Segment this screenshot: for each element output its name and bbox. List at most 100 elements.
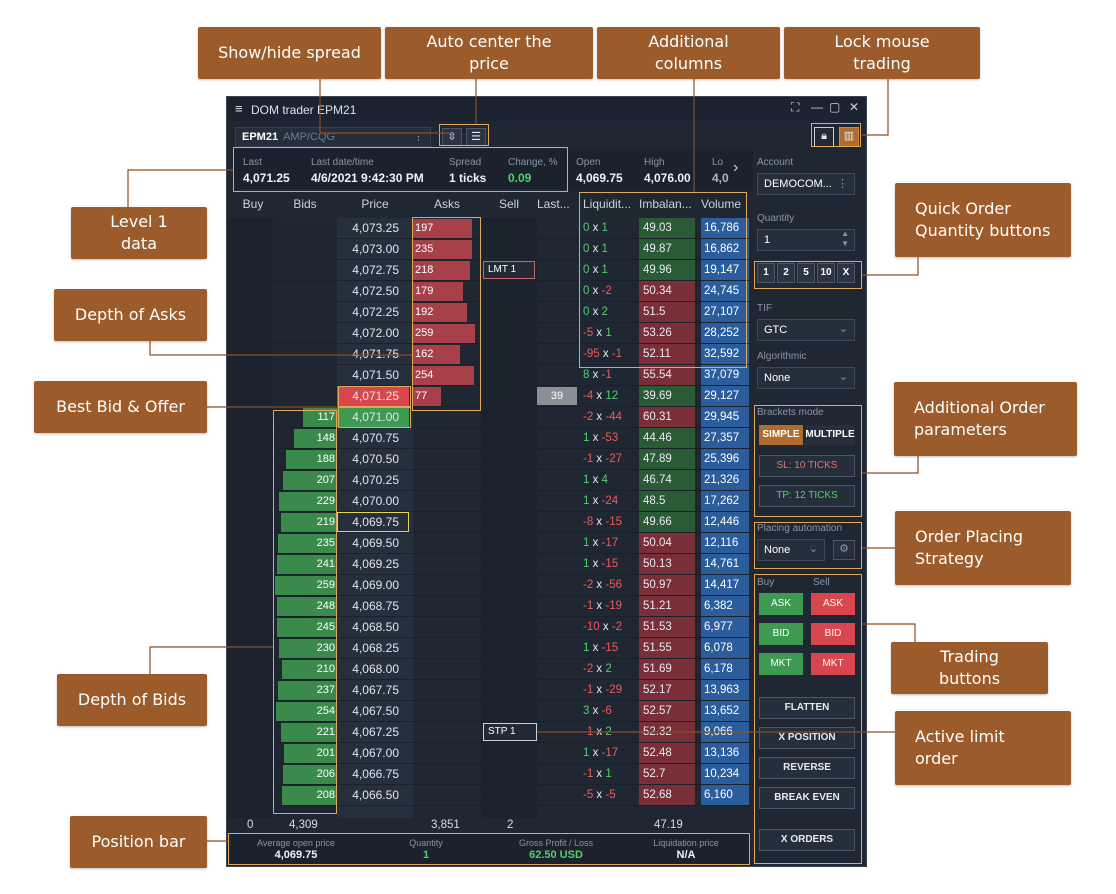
chevron-right-icon[interactable]: › (733, 159, 739, 176)
ask-size[interactable]: 179 (415, 285, 434, 297)
stop-loss-button[interactable]: SL: 10 TICKS (759, 455, 855, 477)
column-header[interactable]: Volume (701, 197, 742, 211)
bid-size[interactable]: 259 (316, 579, 335, 591)
ladder-row[interactable]: 235 4,069.50 1 x -17 50.04 12,116 (227, 533, 751, 554)
sell-market-button[interactable]: MKT (811, 653, 855, 675)
price-cell[interactable]: 4,069.00 (352, 578, 399, 592)
quick-qty-button[interactable]: 5 (797, 263, 815, 283)
stepper-icon[interactable]: ▲ ▼ (841, 229, 849, 248)
bid-size[interactable]: 188 (316, 453, 335, 465)
sell-ask-button[interactable]: ASK (811, 593, 855, 615)
ladder-row[interactable]: 245 4,068.50 -10 x -2 51.53 6,977 (227, 617, 751, 638)
bid-size[interactable]: 201 (316, 747, 335, 759)
bid-size[interactable]: 245 (316, 621, 335, 633)
bid-size[interactable]: 206 (316, 768, 335, 780)
price-cell[interactable]: 4,070.50 (352, 452, 399, 466)
price-cell[interactable]: 4,071.00 (337, 407, 409, 427)
ask-size[interactable]: 162 (415, 348, 434, 360)
ladder-row[interactable]: 4,071.75 162 -95 x -1 52.11 32,592 (227, 344, 751, 365)
bid-size[interactable]: 237 (316, 684, 335, 696)
gear-icon[interactable]: ⚙ (833, 540, 855, 560)
ladder-row[interactable]: 210 4,068.00 -2 x 2 51.69 6,178 (227, 659, 751, 680)
price-cell[interactable]: 4,070.25 (352, 473, 399, 487)
quantity-stepper[interactable]: 1 ▲ ▼ (757, 229, 855, 251)
ladder-row[interactable]: 201 4,067.00 1 x -17 52.48 13,136 (227, 743, 751, 764)
price-cell[interactable]: 4,067.75 (352, 683, 399, 697)
column-header[interactable]: Liquidit... (583, 197, 632, 211)
flatten-button[interactable]: FLATTEN (759, 697, 855, 719)
minimize-icon[interactable]: — (811, 100, 823, 114)
column-header[interactable]: Sell (498, 197, 519, 211)
ladder-row[interactable]: 230 4,068.25 1 x -15 51.55 6,078 (227, 638, 751, 659)
bid-size[interactable]: 148 (316, 432, 335, 444)
bid-size[interactable]: 230 (316, 642, 335, 654)
ask-size[interactable]: 197 (415, 222, 434, 234)
ladder-row[interactable]: 4,071.25 77 39 -4 x 12 39.69 29,127 (227, 386, 751, 407)
column-header[interactable]: Bids (293, 197, 317, 211)
price-cell[interactable]: 4,072.75 (352, 263, 399, 277)
price-cell[interactable]: 4,072.25 (352, 305, 399, 319)
price-cell[interactable]: 4,066.50 (352, 788, 399, 802)
price-cell[interactable]: 4,071.50 (352, 368, 399, 382)
ladder-row[interactable]: 259 4,069.00 -2 x -56 50.97 14,417 (227, 575, 751, 596)
maximize-icon[interactable]: ▢ (829, 100, 841, 114)
ask-size[interactable]: 77 (415, 390, 428, 402)
column-header[interactable]: Imbalan... (639, 197, 692, 211)
ladder-row[interactable]: 248 4,068.75 -1 x -19 51.21 6,382 (227, 596, 751, 617)
price-cell[interactable]: 4,069.25 (352, 557, 399, 571)
ask-size[interactable]: 235 (415, 243, 434, 255)
ladder-row[interactable]: 4,071.50 254 8 x -1 55.54 37,079 (227, 365, 751, 386)
ladder-row[interactable]: 4,073.00 235 0 x 1 49.87 16,862 (227, 239, 751, 260)
simple-button[interactable]: SIMPLE (759, 425, 803, 445)
bid-size[interactable]: 235 (316, 537, 335, 549)
ladder-row[interactable]: 241 4,069.25 1 x -15 50.13 14,761 (227, 554, 751, 575)
price-cell[interactable]: 4,067.00 (352, 746, 399, 760)
price-cell[interactable]: 4,073.25 (352, 221, 399, 235)
price-cell[interactable]: 4,072.50 (352, 284, 399, 298)
ladder-row[interactable]: 188 4,070.50 -1 x -27 47.89 25,396 (227, 449, 751, 470)
reverse-button[interactable]: REVERSE (759, 757, 855, 779)
quick-qty-button[interactable]: 1 (757, 263, 775, 283)
layout-toggle-button[interactable]: ▥ (839, 127, 859, 147)
ask-size[interactable]: 259 (415, 327, 434, 339)
active-stop-order[interactable]: STP 1 (483, 723, 537, 741)
ladder-row[interactable]: 4,072.75 218 0 x 1 49.96 19,147 (227, 260, 751, 281)
cancel-position-button[interactable]: X POSITION (759, 727, 855, 749)
price-cell[interactable]: 4,068.75 (352, 599, 399, 613)
ladder-row[interactable]: 4,072.00 259 -5 x 1 53.26 28,252 (227, 323, 751, 344)
auto-center-button[interactable]: ☰ (466, 128, 486, 146)
ask-size[interactable]: 192 (415, 306, 434, 318)
account-select[interactable]: DEMOCOM... ⋮ (757, 173, 855, 195)
break-even-button[interactable]: BREAK EVEN (759, 787, 855, 809)
column-header[interactable]: Buy (242, 197, 264, 211)
ladder-row[interactable]: 4,072.25 192 0 x 2 51.5 27,107 (227, 302, 751, 323)
column-header[interactable]: Asks (433, 197, 460, 211)
show-hide-spread-button[interactable]: ⇳ (442, 128, 462, 146)
ask-size[interactable]: 254 (415, 369, 434, 381)
quick-qty-button[interactable]: 2 (777, 263, 795, 283)
bid-size[interactable]: 117 (317, 411, 335, 423)
bid-size[interactable]: 221 (316, 726, 335, 738)
price-cell[interactable]: 4,069.50 (352, 536, 399, 550)
menu-icon[interactable]: ≡ (235, 101, 243, 116)
symbol-selector[interactable]: EPM21 AMP/CQG ⋮ (235, 127, 431, 147)
ladder-row[interactable]: 148 4,070.75 1 x -53 44.46 27,357 (227, 428, 751, 449)
ladder-row[interactable]: 4,072.50 179 0 x -2 50.34 24,745 (227, 281, 751, 302)
buy-market-button[interactable]: MKT (759, 653, 803, 675)
lock-mouse-button[interactable]: 🔒︎ (814, 127, 834, 147)
ladder-row[interactable]: 206 4,066.75 -1 x 1 52.7 10,234 (227, 764, 751, 785)
bid-size[interactable]: 254 (316, 705, 335, 717)
bid-size[interactable]: 210 (316, 663, 335, 675)
ladder-row[interactable]: 254 4,067.50 3 x -6 52.57 13,652 (227, 701, 751, 722)
ladder-row[interactable]: 117 4,071.00 -2 x -44 60.31 29,945 (227, 407, 751, 428)
price-cell[interactable]: 4,071.75 (352, 347, 399, 361)
ask-size[interactable]: 218 (415, 264, 434, 276)
column-header[interactable]: Price (361, 197, 389, 211)
price-cell[interactable]: 4,068.50 (352, 620, 399, 634)
price-cell[interactable]: 4,071.25 (337, 386, 409, 406)
price-cell[interactable]: 4,073.00 (352, 242, 399, 256)
buy-bid-button[interactable]: BID (759, 623, 803, 645)
ladder-row[interactable]: 207 4,070.25 1 x 4 46.74 21,326 (227, 470, 751, 491)
price-cell[interactable]: 4,067.25 (352, 725, 399, 739)
tif-select[interactable]: GTC ⌄ (757, 319, 855, 341)
